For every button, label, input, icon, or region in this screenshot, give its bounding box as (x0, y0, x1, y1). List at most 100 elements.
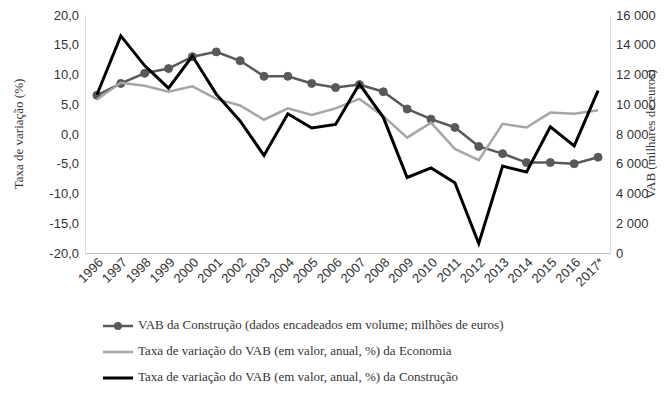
x-tick-label: 2015 (528, 255, 559, 286)
y-tick-label: 10,0 (54, 67, 79, 82)
x-tick: 2017* (573, 253, 608, 289)
x-axis-line (86, 253, 611, 254)
x-tick: 2013 (481, 253, 512, 286)
y-tick: -20,0 (49, 246, 85, 261)
series-marker (594, 153, 602, 161)
chart: -20,0 -15,0 -10,0 -5,0 0,0 5,0 10,0 15,0 20,0 0 2 … (0, 0, 664, 399)
x-tick: 2006 (314, 253, 345, 286)
x-tick: 2005 (290, 253, 321, 286)
y-tick-label: 20,0 (54, 8, 79, 23)
legend-label: Taxa de variação do VAB (em valor, anual… (138, 343, 452, 358)
legend-marker (114, 322, 122, 330)
plot-area (93, 36, 602, 244)
x-tick: 2015 (528, 253, 559, 286)
x-tick: 2007 (338, 253, 369, 286)
x-tick: 2010 (409, 253, 440, 286)
y2-tick-label: 0 (616, 246, 623, 261)
x-tick-label: 2013 (481, 255, 512, 286)
x-tick: 2014 (505, 253, 536, 286)
legend: VAB da Construção (dados encadeados em v… (103, 317, 503, 384)
x-tick-label: 2014 (505, 255, 536, 286)
series-marker (546, 159, 554, 167)
x-tick-label: 1997 (99, 255, 130, 286)
x-tick: 2012 (457, 253, 488, 286)
series-line (97, 36, 598, 244)
x-tick-label: 2004 (266, 255, 297, 286)
series-marker (475, 142, 483, 150)
y-tick-label: -15,0 (49, 216, 79, 231)
x-tick: 1999 (147, 253, 178, 286)
legend-label: VAB da Construção (dados encadeados em v… (138, 317, 503, 332)
y2-tick-label: 14 000 (616, 37, 656, 52)
y2-axis-line (610, 16, 611, 254)
x-axis: 1996199719981999200020012002200320042005… (75, 253, 610, 289)
series-marker (403, 105, 411, 113)
y-tick-label: -20,0 (49, 246, 79, 261)
x-tick: 1997 (99, 253, 130, 286)
legend-swatch (103, 377, 133, 380)
y2-tick: 14 000 (610, 37, 656, 52)
x-tick: 2002 (218, 253, 249, 286)
x-tick-label: 2009 (385, 255, 416, 286)
y-axis-line (85, 16, 86, 254)
x-tick-label: 2017* (573, 255, 608, 290)
x-tick-label: 2011 (434, 255, 464, 285)
x-tick-label: 2005 (290, 255, 321, 286)
x-tick-label: 2001 (194, 255, 225, 286)
y-tick-label: -10,0 (49, 186, 79, 201)
y-tick: 5,0 (61, 97, 85, 112)
y-tick: 15,0 (54, 37, 85, 52)
x-tick-label: 2008 (361, 255, 392, 286)
x-tick-label: 1998 (123, 255, 154, 286)
series-marker (332, 84, 340, 92)
x-tick-label: 1996 (75, 255, 106, 286)
y-tick-label: 5,0 (61, 97, 79, 112)
x-tick-label: 2002 (218, 255, 249, 286)
y2-tick: 2 000 (610, 216, 649, 231)
y-tick-label: -5,0 (57, 156, 79, 171)
x-tick: 2000 (170, 253, 201, 286)
x-tick: 2001 (194, 253, 225, 286)
y-tick: 0,0 (61, 127, 85, 142)
y-tick: -15,0 (49, 216, 85, 231)
x-tick: 2009 (385, 253, 416, 286)
y2-tick-label: 16 000 (616, 8, 656, 23)
series-marker (260, 72, 268, 80)
y-tick: 20,0 (54, 8, 85, 23)
series-marker (499, 150, 507, 158)
x-tick: 2004 (266, 253, 297, 286)
x-tick: 2003 (242, 253, 273, 286)
x-tick: 2011 (434, 253, 464, 285)
legend-entry: Taxa de variação do VAB (em valor, anual… (103, 343, 452, 358)
series-marker (379, 88, 387, 96)
x-tick-label: 2010 (409, 255, 440, 286)
x-tick-label: 2007 (338, 255, 369, 286)
x-tick: 1996 (75, 253, 106, 286)
x-tick-label: 2012 (457, 255, 488, 286)
y2-tick: 16 000 (610, 8, 656, 23)
series-marker (308, 79, 316, 87)
y-tick-label: 0,0 (61, 127, 79, 142)
series-marker (451, 123, 459, 131)
series-marker (141, 69, 149, 77)
y-tick: -5,0 (57, 156, 85, 171)
x-tick-label: 2006 (314, 255, 345, 286)
y2-tick: 0 (610, 246, 623, 261)
x-tick-label: 2000 (170, 255, 201, 286)
legend-entry: VAB da Construção (dados encadeados em v… (103, 317, 503, 332)
y-tick: -10,0 (49, 186, 85, 201)
y-axis-title: Taxa de variação (%) (11, 79, 26, 190)
x-tick-label: 2003 (242, 255, 273, 286)
x-tick: 1998 (123, 253, 154, 286)
y2-tick-label: 2 000 (616, 216, 649, 231)
legend-label: Taxa de variação do VAB (em valor, anual… (138, 369, 458, 384)
y-tick: 10,0 (54, 67, 85, 82)
series-marker (236, 57, 244, 65)
series-marker (284, 72, 292, 80)
legend-swatch (103, 351, 133, 354)
series-marker (570, 160, 578, 168)
series-line (97, 83, 598, 160)
y-axis: -20,0 -15,0 -10,0 -5,0 0,0 5,0 10,0 15,0 20,0 (49, 8, 85, 261)
y-tick-label: 15,0 (54, 37, 79, 52)
series-line (97, 52, 598, 164)
